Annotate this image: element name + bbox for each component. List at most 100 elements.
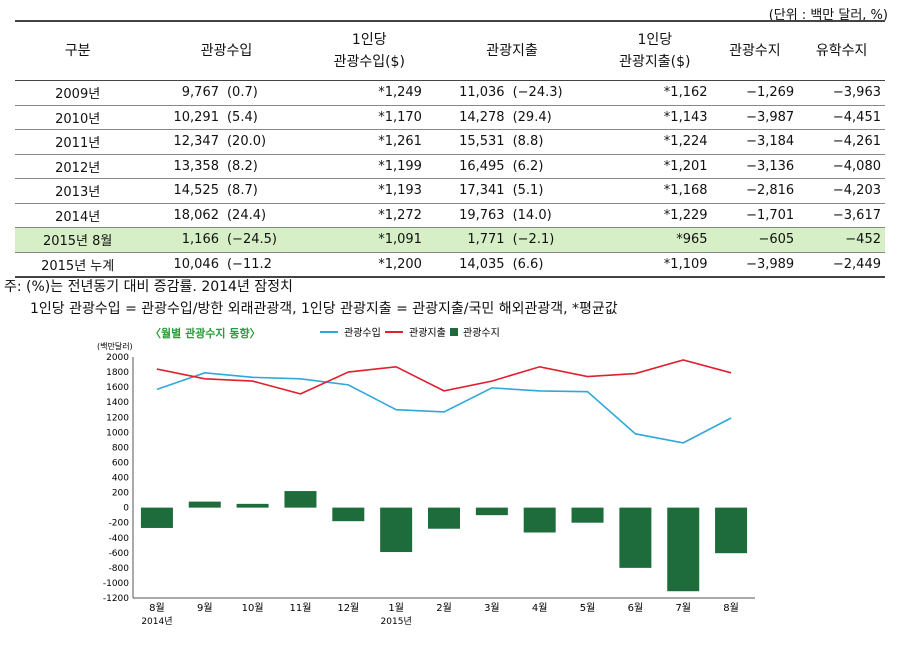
table-cell: 2014년 [15, 203, 141, 228]
table-cell: (−2.1) [508, 227, 599, 253]
footnote-1: 주: (%)는 전년동기 대비 증감률. 2014년 잠정치 [4, 279, 293, 295]
table-cell: 14,525 [140, 178, 223, 204]
balance-bar [475, 507, 508, 516]
y-tick-label: -200 [109, 519, 130, 529]
table-cell: *1,201 [598, 154, 712, 179]
x-tick-label: 3월 [484, 602, 500, 614]
table-cell: 2013년 [15, 178, 141, 204]
table-cell: 19,763 [425, 203, 509, 228]
table-cell: −1,269 [711, 80, 799, 106]
table-cell: −2,816 [711, 178, 799, 204]
table-cell: −4,261 [798, 129, 885, 155]
table-cell: *1,162 [598, 80, 712, 106]
table-cell: *1,200 [312, 252, 426, 278]
table-cell: −3,184 [711, 129, 799, 155]
y-tick-label: -800 [109, 564, 130, 574]
y-tick-label: 0 [123, 504, 129, 514]
table-cell: 10,291 [140, 105, 223, 130]
col-header: 유학수지 [798, 20, 885, 81]
table-cell: −452 [798, 227, 885, 253]
table-cell: 2015년 누계 [15, 252, 141, 278]
table-cell: (6.2) [508, 154, 599, 179]
table-row: 2009년 9,767 (0.7) *1,249 11,036 (−24.3) *1,162… [15, 80, 885, 106]
table-row: 2015년 8월 1,166 (−24.5) *1,091 1,771 (−2.1) *96… [15, 227, 885, 253]
balance-bar [667, 507, 700, 592]
table-cell: 2015년 8월 [15, 227, 141, 253]
table-cell: 9,767 [140, 80, 223, 106]
table-cell: (8.8) [508, 129, 599, 155]
x-tick-label: 5월 [580, 602, 596, 614]
table-cell: *1,272 [312, 203, 426, 228]
table-cell: −3,617 [798, 203, 885, 228]
balance-bar [140, 507, 173, 528]
table-cell: 16,495 [425, 154, 509, 179]
legend-label: 관광수지 [463, 327, 500, 339]
table-cell: −3,963 [798, 80, 885, 106]
table-cell: 2012년 [15, 154, 141, 179]
table-cell: 2011년 [15, 129, 141, 155]
y-tick-label: 1800 [106, 368, 129, 378]
table-cell: 18,062 [140, 203, 223, 228]
y-tick-label: 200 [112, 489, 129, 499]
table-cell: *1,249 [312, 80, 426, 106]
col-header: 1인당 관광지출($) [598, 20, 712, 81]
table-cell: 2009년 [15, 80, 141, 106]
table-cell: 14,035 [425, 252, 509, 278]
table-cell: −3,987 [711, 105, 799, 130]
table-cell: *1,168 [598, 178, 712, 204]
y-axis-label: (백만달러) [97, 341, 133, 351]
table-row: 2011년 12,347 (20.0) *1,261 15,531 (8.8) *1,224… [15, 129, 885, 155]
y-tick-label: -1200 [103, 594, 129, 604]
table-row: 2013년 14,525 (8.7) *1,193 17,341 (5.1) *1,168−… [15, 178, 885, 204]
table-cell: 17,341 [425, 178, 509, 204]
x-tick-label: 9월 [197, 602, 213, 614]
table-row: 2015년 누계 10,046 (−11.2 *1,200 14,035 (6.6) *1,… [15, 252, 885, 278]
table-cell: *1,109 [598, 252, 712, 278]
table-cell: (−11.2 [222, 252, 313, 278]
balance-bar [523, 507, 556, 533]
table-cell: (14.0) [508, 203, 599, 228]
table-cell: (−24.5) [222, 227, 313, 253]
table-cell: 11,036 [425, 80, 509, 106]
balance-bar [619, 507, 652, 568]
table-cell: −3,989 [711, 252, 799, 278]
col-header: 관광지출 [425, 20, 599, 81]
table-row: 2010년 10,291 (5.4) *1,170 14,278 (29.4) *1,143… [15, 105, 885, 130]
y-tick-label: 1200 [106, 413, 129, 423]
table-row: 2012년 13,358 (8.2) *1,199 16,495 (6.2) *1,201−… [15, 154, 885, 179]
table-cell: *1,091 [312, 227, 426, 253]
y-tick-label: 1000 [106, 428, 129, 438]
x-tick-label: 7월 [675, 602, 691, 614]
balance-bar [188, 501, 221, 508]
receipts-line [156, 372, 732, 444]
x-year-label: 2015년 [381, 616, 412, 627]
balance-bar [380, 507, 413, 553]
table-row: 2014년 18,062 (24.4) *1,272 19,763 (14.0) *1,22… [15, 203, 885, 228]
table-cell: (8.2) [222, 154, 313, 179]
col-header: 1인당 관광수입($) [312, 20, 426, 81]
legend-square-icon [450, 328, 458, 336]
table-cell: *1,261 [312, 129, 426, 155]
table-cell: *1,224 [598, 129, 712, 155]
y-tick-label: -1000 [103, 579, 129, 589]
balance-bar [236, 503, 269, 508]
table-cell: *1,143 [598, 105, 712, 130]
y-tick-label: 400 [112, 474, 129, 484]
y-tick-label: 2000 [106, 353, 129, 363]
x-tick-label: 11월 [289, 602, 311, 614]
legend-label: 관광수입 [344, 326, 381, 339]
y-tick-label: -600 [109, 549, 130, 559]
table-cell: (5.1) [508, 178, 599, 204]
y-tick-label: 1400 [106, 398, 129, 408]
table-cell: *965 [598, 227, 712, 253]
chart-title: 〈월별 관광수지 동향〉 [150, 326, 261, 340]
legend-label: 관광지출 [409, 327, 446, 339]
table-cell: −4,080 [798, 154, 885, 179]
table-cell: (6.6) [508, 252, 599, 278]
table-cell: (0.7) [222, 80, 313, 106]
balance-bar [715, 507, 748, 554]
table-cell: *1,199 [312, 154, 426, 179]
col-header: 관광수지 [711, 20, 799, 81]
unit-note: (단위 : 백만 달러, %) [768, 8, 888, 23]
table-cell: 1,166 [140, 227, 223, 253]
